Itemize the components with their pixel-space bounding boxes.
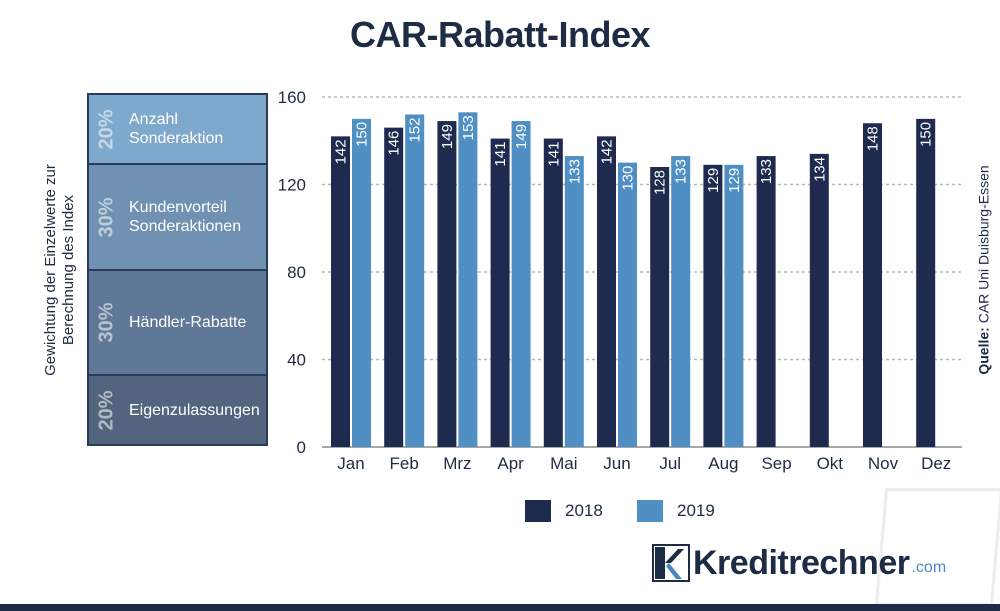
logo-wordmark: Kreditrechner <box>693 543 910 582</box>
footer-bar <box>0 604 1000 611</box>
x-tick-label: Mai <box>550 454 577 473</box>
bar-value-label: 152 <box>407 118 424 143</box>
bar-value-label: 149 <box>439 124 456 149</box>
legend-swatch-2018 <box>525 500 551 522</box>
weight-box-eigenzulassungen: 20% Eigenzulassungen <box>87 374 268 446</box>
bar-value-label: 142 <box>333 139 350 164</box>
bar-2018-Feb <box>384 127 404 447</box>
bar-value-label: 134 <box>811 157 828 182</box>
x-tick-label: Okt <box>817 454 844 473</box>
bar-2019-Mai <box>564 156 584 447</box>
x-tick-label: Apr <box>497 454 524 473</box>
bar-2018-Jul <box>650 167 670 447</box>
legend-item-2018: 2018 <box>525 500 603 522</box>
bar-2018-Aug <box>703 164 723 447</box>
bar-value-label: 130 <box>620 166 637 191</box>
x-tick-label: Sep <box>761 454 791 473</box>
source-text: CAR Uni Duisburg-Essen <box>976 165 992 324</box>
bar-value-label: 133 <box>673 159 690 184</box>
bar-2019-Jan <box>352 118 371 447</box>
bar-2018-Dez <box>916 118 936 447</box>
bar-2019-Mrz <box>458 112 478 447</box>
bar-value-label: 148 <box>865 126 882 151</box>
bar-2018-Sep <box>756 156 776 447</box>
x-tick-label: Mrz <box>443 454 471 473</box>
bar-2019-Jul <box>671 156 691 447</box>
x-tick-label: Feb <box>390 454 419 473</box>
bar-value-label: 142 <box>599 139 616 164</box>
x-tick-label: Jan <box>337 454 364 473</box>
bar-2018-Mrz <box>437 121 457 447</box>
weight-label-eigenzulassungen: Eigenzulassungen <box>129 401 260 419</box>
legend: 2018 2019 <box>0 500 1000 526</box>
x-tick-label: Aug <box>708 454 738 473</box>
bar-value-label: 149 <box>513 124 530 149</box>
bar-value-label: 150 <box>918 122 935 147</box>
x-tick-label: Jul <box>659 454 681 473</box>
bar-value-label: 133 <box>566 159 583 184</box>
weight-label-haendler: Händler-Rabatte <box>129 314 247 331</box>
y-tick-label: 120 <box>278 176 306 195</box>
bar-value-label: 146 <box>386 131 403 156</box>
bar-value-label: 133 <box>758 159 775 184</box>
legend-swatch-2019 <box>637 500 663 522</box>
bar-2019-Feb <box>405 114 425 447</box>
y-tick-label: 40 <box>287 351 306 370</box>
bar-2018-Jan <box>331 136 350 447</box>
weight-label-kundenvorteil: Kundenvorteil Sonderaktionen <box>129 199 242 235</box>
bar-2018-Okt <box>809 153 829 447</box>
bar-2018-Apr <box>490 138 510 447</box>
x-tick-label: Jun <box>603 454 630 473</box>
weight-box-anzahl: 20% Anzahl Sonderaktion <box>87 93 268 165</box>
bar-value-label: 141 <box>545 142 562 167</box>
legend-label-2019: 2019 <box>677 501 715 520</box>
y-tick-label: 0 <box>297 438 306 457</box>
legend-label-2018: 2018 <box>565 501 603 520</box>
source-wrap: Quelle: CAR Uni Duisburg-Essen <box>968 93 1000 447</box>
bar-value-label: 150 <box>354 122 371 147</box>
bar-2018-Jun <box>597 136 616 447</box>
bar-value-label: 129 <box>726 168 743 193</box>
bar-value-label: 128 <box>652 170 669 195</box>
source-note: Quelle: CAR Uni Duisburg-Essen <box>976 165 992 374</box>
y-tick-label: 160 <box>278 88 306 107</box>
x-tick-label: Dez <box>921 454 951 473</box>
weight-box-kundenvorteil: 30% Kundenvorteil Sonderaktionen <box>87 163 268 271</box>
logo-domain: .com <box>911 559 947 576</box>
chart-title: CAR-Rabatt-Index <box>349 14 651 55</box>
y-tick-label: 80 <box>287 263 306 282</box>
kr-logo-icon <box>652 544 690 582</box>
bar-value-label: 141 <box>492 142 509 167</box>
bar-2019-Jun <box>618 162 637 447</box>
bar-value-label: 153 <box>460 115 477 140</box>
bar-2018-Nov <box>863 123 882 447</box>
bar-value-label: 129 <box>705 168 722 193</box>
bar-2019-Aug <box>724 164 744 447</box>
legend-item-2019: 2019 <box>637 500 715 522</box>
bar-2018-Mai <box>543 138 563 447</box>
source-label: Quelle: <box>976 327 992 375</box>
kreditrechner-logo[interactable]: Kreditrechner .com <box>652 543 946 583</box>
x-tick-label: Nov <box>868 454 899 473</box>
weight-box-haendler: 30% Händler-Rabatte <box>87 269 268 376</box>
bar-2019-Apr <box>511 121 531 447</box>
weight-label-anzahl: Anzahl Sonderaktion <box>129 111 224 147</box>
